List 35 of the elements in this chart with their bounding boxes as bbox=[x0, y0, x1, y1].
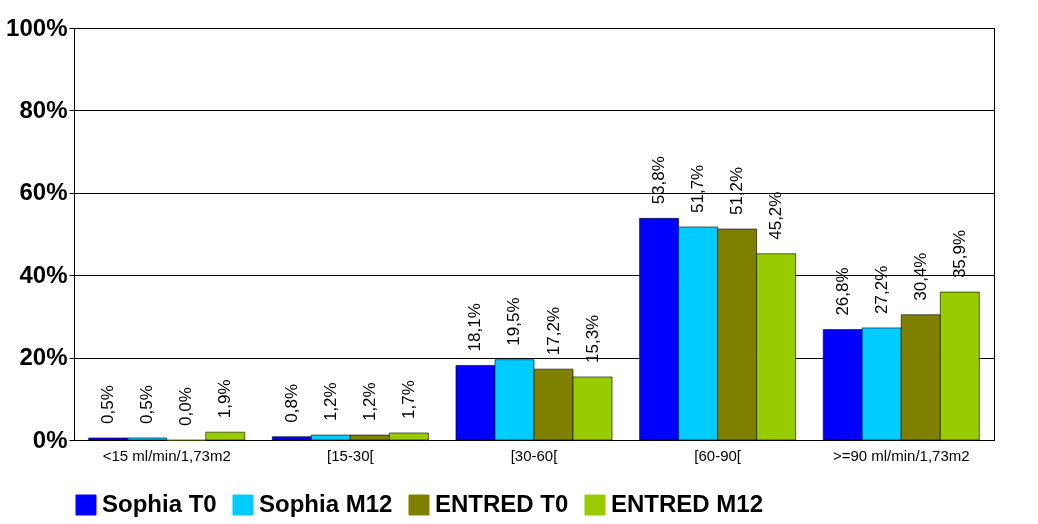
data-label: 35,9% bbox=[949, 229, 969, 279]
data-label: 1,2% bbox=[320, 382, 340, 422]
x-tick-label: >=90 ml/min/1,73m2 bbox=[832, 446, 970, 464]
y-tick-label: 100% bbox=[6, 13, 68, 41]
data-label: 30,4% bbox=[910, 252, 930, 301]
data-label: 0,0% bbox=[176, 387, 196, 426]
x-tick-label: <15 ml/min/1,73m2 bbox=[102, 446, 231, 464]
data-label: 51,2% bbox=[727, 166, 747, 216]
data-label: 17,2% bbox=[543, 306, 563, 356]
data-label: 27,2% bbox=[871, 265, 891, 314]
x-tick-label: [60-90[ bbox=[694, 446, 742, 464]
data-label: 1,2% bbox=[359, 382, 379, 422]
data-label: 51,7% bbox=[688, 164, 708, 213]
data-label: 1,7% bbox=[398, 380, 418, 419]
data-label: 0,5% bbox=[137, 385, 157, 424]
data-label: 0,8% bbox=[281, 383, 301, 423]
data-label: 26,8% bbox=[832, 267, 852, 316]
legend-label: ENTRED T0 bbox=[435, 490, 569, 517]
legend-label: Sophia T0 bbox=[102, 490, 217, 517]
data-label: 1,9% bbox=[215, 379, 235, 419]
y-tick-label: 60% bbox=[19, 178, 68, 206]
data-label: 19,5% bbox=[504, 297, 524, 346]
data-label: 18,1% bbox=[465, 303, 485, 352]
legend-label: ENTRED M12 bbox=[611, 490, 764, 517]
y-tick-label: 80% bbox=[19, 95, 68, 123]
y-tick-label: 0% bbox=[32, 425, 68, 453]
bar bbox=[205, 431, 246, 441]
x-tick-label: [15-30[ bbox=[327, 446, 375, 464]
data-label: 0,5% bbox=[98, 385, 118, 424]
data-label: 45,2% bbox=[766, 191, 786, 240]
y-tick-label: 40% bbox=[19, 260, 68, 288]
y-tick-label: 20% bbox=[19, 343, 68, 371]
legend-label: Sophia M12 bbox=[259, 490, 393, 517]
x-tick-label: [30-60[ bbox=[510, 446, 559, 464]
data-label: 53,8% bbox=[649, 156, 669, 205]
